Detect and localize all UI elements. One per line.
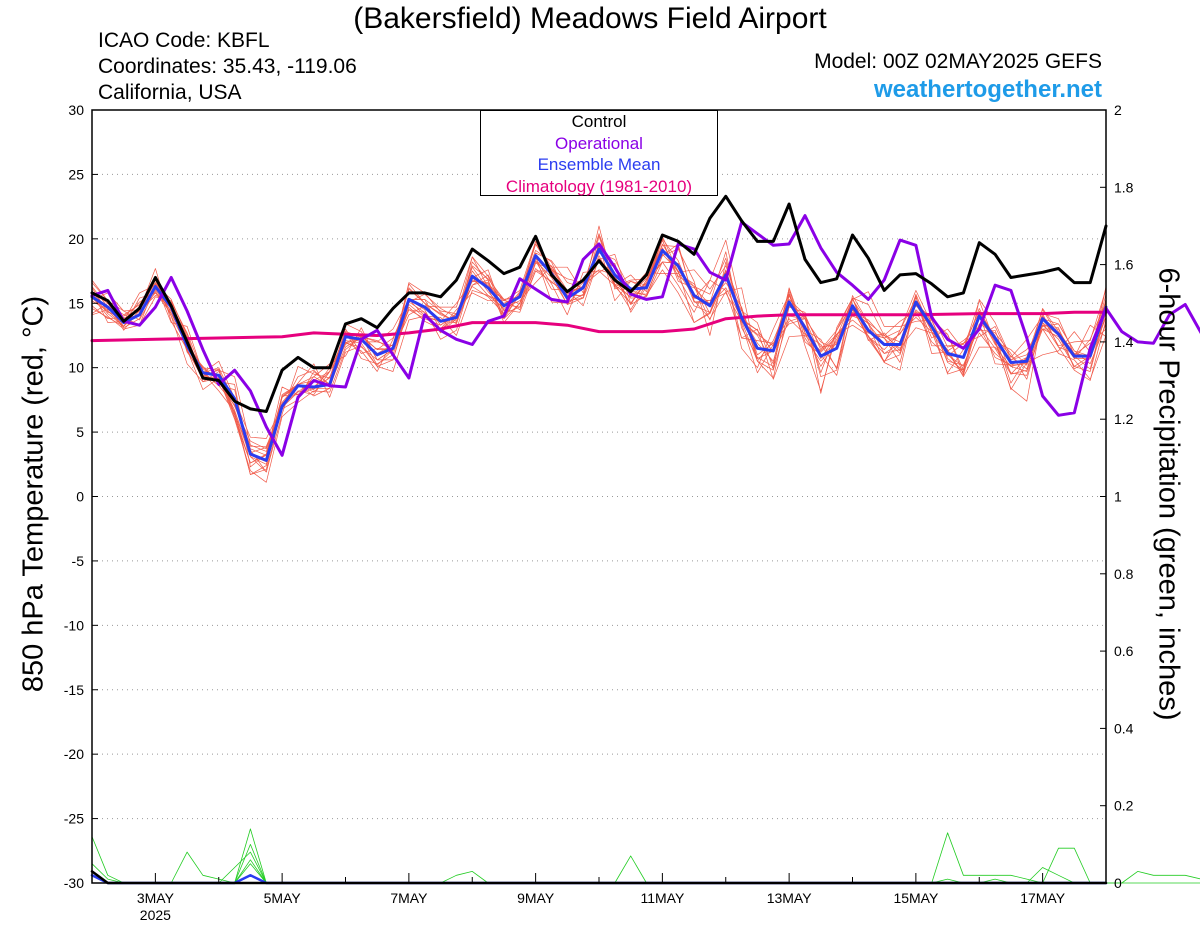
precip-member-line [91,828,1200,884]
y-tick-label-right: 2 [1114,102,1122,118]
y-tick-label-left: 30 [68,102,84,118]
x-tick-label: 17MAY [1020,890,1066,906]
climatology-line [90,310,1108,343]
x-tick-label: 13MAY [767,890,813,906]
y-tick-label-left: 15 [68,295,84,311]
y-tick-label-right: 1.8 [1114,179,1134,195]
y-tick-label-left: 25 [68,166,84,182]
y-tick-label-left: 5 [76,424,84,440]
y-tick-label-right: 1.4 [1114,334,1134,350]
model-info: Model: 00Z 02MAY2025 GEFS [814,50,1102,73]
coordinates: Coordinates: 35.43, -119.06 [98,55,357,78]
y-tick-label-left: 10 [68,360,84,376]
y-tick-label-left: -5 [72,553,85,569]
region: California, USA [98,81,242,104]
x-tick-label: 9MAY [517,890,555,906]
icao-code: ICAO Code: KBFL [98,29,270,52]
legend-ensemble-mean: Ensemble Mean [537,155,661,174]
main-series [90,194,1200,462]
y-tick-label-right: 0.4 [1114,720,1134,736]
x-tick-label: 5MAY [264,890,302,906]
y-tick-label-left: -20 [64,746,84,762]
x-tick-label: 15MAY [893,890,939,906]
chart-title: (Bakersfield) Meadows Field Airport [353,2,827,35]
legend-operational: Operational [555,133,643,153]
y-tick-label-left: 0 [76,489,84,505]
y-tick-label-left: -25 [64,811,84,827]
x-tick-year: 2025 [140,907,171,923]
right-y-ticks: 2 1.8 1.6 1.4 1.2 1 0.8 0.6 0.4 0.2 0 [1100,102,1134,891]
y-tick-label-right: 1.6 [1114,257,1134,273]
y-tick-label-right: 0.6 [1114,643,1134,659]
y-tick-label-right: 1.2 [1114,411,1134,427]
legend-climatology: Climatology (1981-2010) [505,176,693,196]
y-tick-label-left: -30 [64,875,84,891]
legend-control: Control [571,112,627,131]
precip-member-line [91,832,1200,884]
x-tick-label: 7MAY [390,890,428,906]
x-tick-label: 11MAY [640,890,684,906]
ensemble-mean-line [90,247,1108,462]
y-tick-label-right: 0 [1114,875,1122,891]
legend: Control Operational Ensemble Mean Climat… [480,110,718,196]
y-tick-label-left: -10 [64,617,84,633]
precip-series [90,828,1200,885]
left-axis-label: 850 hPa Temperature (red, °C) [17,295,50,693]
y-tick-label-right: 0.8 [1114,566,1134,582]
y-tick-label-left: -15 [64,682,84,698]
y-tick-label-right: 0.2 [1114,798,1134,814]
left-y-ticks: 30 25 20 15 10 5 0 -5 -10 -15 -20 -25 -30 [64,102,98,891]
control-line [90,194,1108,413]
y-tick-label-right: 1 [1114,489,1122,505]
operational-line [90,214,1200,457]
site-link[interactable]: weathertogether.net [873,76,1102,103]
right-axis-label: 6-hour Precipitation (green, inches) [1152,267,1185,721]
y-tick-label-left: 20 [68,231,84,247]
x-tick-label: 3MAY [137,890,175,906]
